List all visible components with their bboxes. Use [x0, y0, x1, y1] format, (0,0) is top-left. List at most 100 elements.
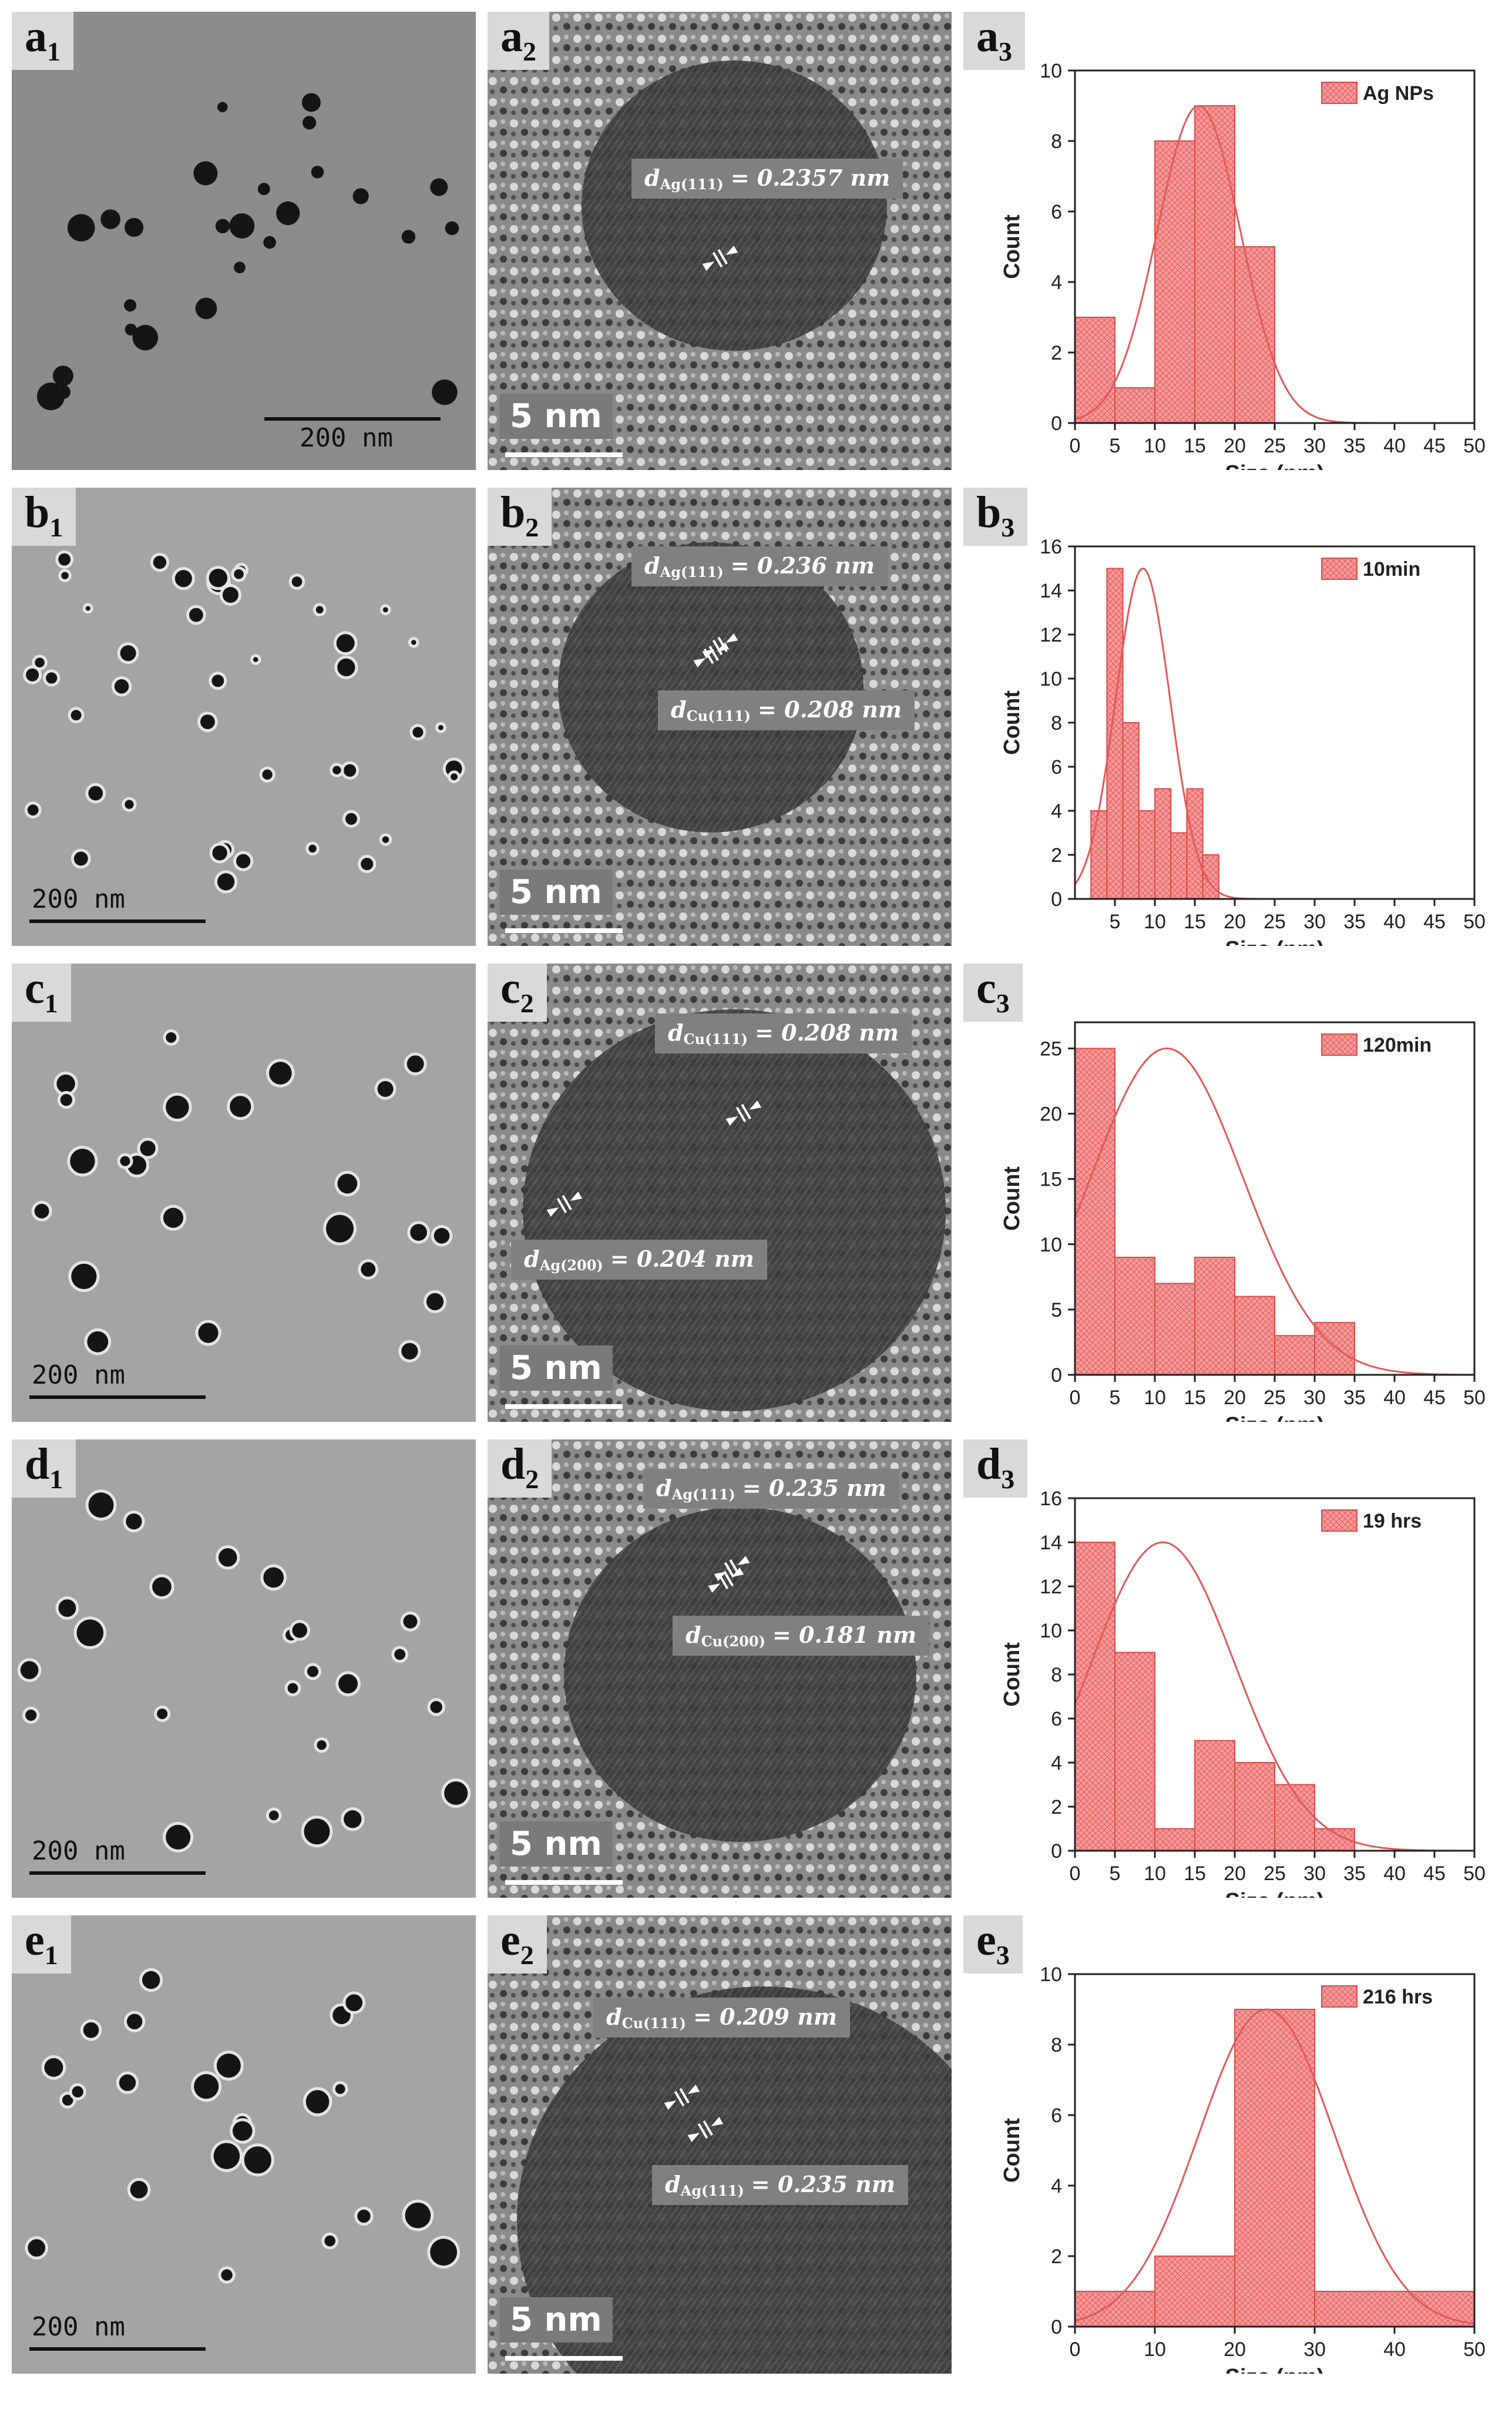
histogram-bar — [1138, 810, 1155, 900]
nanoparticle — [291, 576, 303, 587]
y-axis-label: Count — [1000, 2118, 1024, 2183]
x-tick-label: 5 — [1110, 1387, 1121, 1409]
histogram-bar — [1154, 1283, 1195, 1376]
x-tick-label: 40 — [1383, 435, 1406, 457]
panel-label-e2: e2 — [488, 1915, 547, 1974]
y-tick-label: 8 — [1051, 1664, 1062, 1686]
panel-index: 3 — [1001, 512, 1015, 543]
nanoparticle — [432, 379, 458, 405]
nanoparticle — [219, 1548, 237, 1567]
x-tick-label: 45 — [1423, 1387, 1446, 1409]
x-tick-label: 5 — [1110, 435, 1121, 457]
nanoparticle — [317, 1740, 327, 1750]
x-tick-label: 45 — [1423, 911, 1446, 933]
histogram-bar — [1074, 317, 1115, 424]
nanoparticle — [338, 1674, 358, 1694]
size-histogram-b: b351015202530354045500246810121416Size (… — [963, 488, 1504, 946]
x-tick-label: 40 — [1383, 2338, 1406, 2361]
nanoparticle — [58, 1599, 76, 1617]
nanoparticle — [126, 2013, 143, 2029]
x-tick-label: 0 — [1070, 1387, 1081, 1409]
nanoparticle — [337, 658, 355, 677]
x-tick-label: 30 — [1303, 2338, 1326, 2361]
panel-letter: e — [25, 1915, 45, 1965]
legend-label: 10min — [1363, 558, 1420, 580]
nanoparticle — [70, 1149, 95, 1174]
nanoparticle — [52, 365, 73, 387]
panel-label-b3: b3 — [963, 488, 1028, 546]
nanoparticle — [229, 213, 255, 239]
panel-index: 1 — [44, 1940, 58, 1971]
nanoparticle — [166, 1095, 189, 1119]
nanoparticle-lattice — [564, 1507, 916, 1842]
nanoparticle — [308, 844, 317, 853]
x-tick-label: 15 — [1184, 911, 1206, 933]
spacing-symbol: d — [524, 1246, 540, 1272]
scale-bar — [29, 1395, 206, 1399]
nanoparticle — [401, 1343, 418, 1360]
nanoparticle-lattice — [558, 542, 863, 833]
nanoparticle — [377, 1080, 394, 1097]
spacing-value: = 0.209 nm — [693, 2003, 838, 2030]
nanoparticle — [61, 572, 69, 579]
panel-letter: b — [500, 488, 526, 537]
y-tick-label: 2 — [1051, 1796, 1062, 1818]
x-axis-label: Size (nm) — [1225, 937, 1325, 946]
x-tick-label: 40 — [1383, 1862, 1406, 1885]
panel-letter: c — [500, 964, 520, 1013]
spacing-symbol: d — [644, 552, 660, 579]
nanoparticle — [213, 2143, 240, 2169]
panel-index: 2 — [523, 36, 536, 67]
histogram-bar — [1234, 2009, 1315, 2327]
lattice-marker-icon — [725, 1100, 762, 1126]
lattice-marker-icon — [702, 245, 738, 271]
histogram-bar — [1114, 1652, 1155, 1851]
x-tick-label: 50 — [1463, 911, 1486, 933]
x-tick-label: 30 — [1303, 1387, 1326, 1409]
hrtem-image-e: e2 dCu(111) = 0.209 nm dAg(111) = 0.235 nm 5 … — [488, 1915, 952, 2374]
panel-letter: a — [25, 12, 47, 61]
panel-label-a3: a3 — [963, 12, 1025, 71]
lattice-spacing-label: dAg(111) = 0.2357 nm — [631, 159, 903, 199]
nanoparticle — [430, 1701, 442, 1713]
y-tick-label: 12 — [1040, 624, 1062, 646]
y-tick-label: 25 — [1040, 1038, 1062, 1060]
nanoparticle — [257, 183, 270, 196]
nanoparticle — [114, 679, 129, 694]
x-tick-label: 35 — [1343, 435, 1366, 457]
spacing-value: = 0.235 nm — [751, 2171, 895, 2197]
tem-image-b: b1 200 nm — [12, 488, 476, 946]
y-tick-label: 8 — [1051, 712, 1062, 734]
nanoparticle — [326, 1214, 354, 1243]
nanoparticle — [336, 634, 355, 653]
histogram-svg: 0 5 10 15 20 25 30 35 40 45 50 0 5 10 15 20 25 Size (nm) C… — [1000, 1021, 1486, 1422]
lattice-marker-icon — [687, 2116, 724, 2143]
plane-index: Cu(111) — [621, 2015, 686, 2032]
nanoparticle — [46, 672, 58, 684]
nanoparticle — [438, 724, 443, 730]
nanoparticle — [200, 714, 215, 730]
histogram-bar — [1114, 387, 1155, 424]
legend: 19 hrs — [1321, 1509, 1422, 1532]
x-axis-label: Size (nm) — [1225, 1889, 1325, 1898]
histogram-bar — [1314, 2291, 1475, 2327]
x-tick-label: 45 — [1423, 435, 1446, 457]
y-tick-label: 10 — [1040, 1620, 1062, 1642]
panel-index: 2 — [525, 1464, 539, 1495]
histogram-bar — [1194, 1257, 1235, 1375]
scale-bar-label: 5 nm — [499, 394, 613, 439]
panel-label-a1: a1 — [12, 12, 73, 71]
lattice-spacing-label: dCu(111) = 0.209 nm — [593, 1998, 851, 2038]
panel-index: 2 — [525, 512, 539, 543]
y-tick-label: 6 — [1051, 756, 1062, 778]
nanoparticle — [88, 786, 103, 801]
histogram-bar — [1154, 140, 1195, 424]
nanoparticle — [412, 727, 424, 738]
tem-particles — [12, 1915, 476, 2374]
scale-bar-label: 5 nm — [499, 1821, 613, 1867]
histogram-bar — [1234, 1762, 1275, 1851]
y-tick-label: 10 — [1040, 1964, 1062, 1986]
y-tick-label: 8 — [1051, 2034, 1062, 2056]
size-histogram-c: c3051015202530354045500510152025Size (nm… — [963, 964, 1504, 1422]
nanoparticle — [189, 608, 203, 622]
